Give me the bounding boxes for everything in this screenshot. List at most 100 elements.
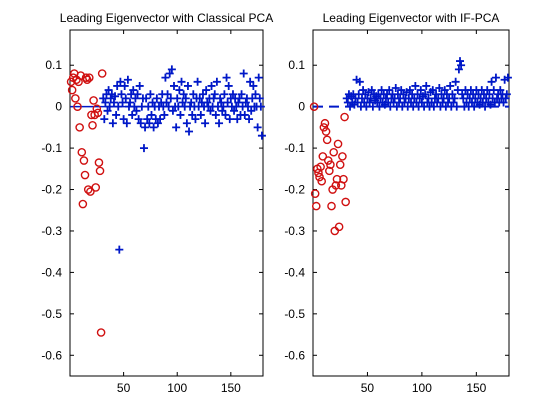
plot-area bbox=[69, 29, 264, 377]
data-point-circle bbox=[89, 96, 98, 105]
data-point-plus bbox=[224, 81, 233, 90]
data-point-circle bbox=[77, 147, 87, 157]
data-point-plus bbox=[168, 106, 177, 115]
data-point-plus bbox=[116, 77, 125, 86]
data-point-circle bbox=[341, 197, 350, 207]
data-point-plus bbox=[118, 98, 127, 107]
data-point-circle bbox=[320, 118, 330, 128]
data-point-circle bbox=[311, 201, 321, 211]
data-point-circle bbox=[67, 85, 77, 95]
data-point-circle bbox=[97, 69, 107, 78]
data-point-plus bbox=[195, 94, 204, 103]
data-point-circle bbox=[86, 187, 95, 196]
x-tick-label: 150 bbox=[221, 381, 241, 395]
data-point-circle bbox=[315, 172, 324, 182]
chart-panel-2: Leading Eigenvector with IF-PCA 0.1 0 -0.1 -… bbox=[284, 11, 512, 395]
data-point-circle bbox=[76, 71, 86, 80]
data-point-plus bbox=[342, 94, 351, 103]
data-point-plus bbox=[215, 119, 224, 128]
data-point-plus bbox=[207, 81, 216, 90]
data-point-circle bbox=[83, 185, 93, 194]
data-point-plus bbox=[99, 94, 108, 103]
data-point-plus bbox=[183, 81, 192, 90]
data-point-plus bbox=[148, 98, 157, 107]
series-plus bbox=[342, 57, 512, 111]
data-point-circle bbox=[82, 75, 92, 85]
data-point-plus bbox=[145, 119, 154, 128]
data-point-plus bbox=[428, 86, 437, 95]
data-point-plus bbox=[435, 84, 444, 93]
data-point-plus bbox=[223, 98, 232, 107]
data-point-plus bbox=[113, 81, 122, 90]
data-point-plus bbox=[161, 73, 170, 82]
data-point-plus bbox=[149, 123, 158, 132]
data-point-plus bbox=[247, 106, 256, 115]
data-point-plus bbox=[450, 94, 459, 103]
data-point-plus bbox=[367, 86, 376, 95]
data-point-plus bbox=[237, 90, 246, 99]
data-point-circle bbox=[316, 162, 325, 172]
data-point-plus bbox=[253, 123, 262, 132]
data-point-plus bbox=[178, 98, 187, 107]
data-point-circle bbox=[340, 112, 349, 122]
data-point-plus bbox=[411, 81, 420, 90]
data-point-circle bbox=[88, 121, 97, 130]
data-point-circle bbox=[323, 156, 333, 165]
data-point-circle bbox=[334, 222, 344, 232]
data-point-plus bbox=[451, 77, 460, 86]
data-point-plus bbox=[139, 144, 148, 153]
data-point-plus bbox=[397, 86, 406, 95]
data-point-plus bbox=[452, 102, 461, 111]
data-point-plus bbox=[255, 94, 264, 103]
x-tick-label: 150 bbox=[466, 381, 486, 395]
y-tick-label: 0 bbox=[298, 100, 305, 114]
data-point-plus bbox=[421, 90, 430, 99]
data-point-plus bbox=[233, 115, 242, 124]
data-point-plus bbox=[487, 77, 496, 86]
data-point-plus bbox=[147, 110, 156, 119]
data-point-plus bbox=[440, 86, 449, 95]
data-point-plus bbox=[191, 115, 200, 124]
data-point-plus bbox=[103, 106, 112, 115]
data-point-plus bbox=[128, 110, 137, 119]
data-point-plus bbox=[216, 94, 225, 103]
data-point-plus bbox=[129, 86, 138, 95]
data-point-plus bbox=[346, 102, 355, 111]
x-tick-label: 50 bbox=[117, 381, 131, 395]
data-point-plus bbox=[206, 106, 215, 115]
data-point-plus bbox=[131, 94, 140, 103]
data-point-plus bbox=[391, 84, 400, 93]
data-point-plus bbox=[499, 98, 508, 107]
data-point-plus bbox=[249, 81, 258, 90]
series-plus bbox=[99, 65, 266, 254]
data-point-circle bbox=[327, 201, 336, 211]
data-point-circle bbox=[309, 102, 319, 111]
x-tick-label: 100 bbox=[412, 381, 432, 395]
y-tick-label: 0.1 bbox=[45, 58, 62, 72]
data-point-plus bbox=[135, 81, 144, 90]
data-point-plus bbox=[170, 81, 179, 90]
data-point-plus bbox=[133, 90, 142, 99]
data-point-circle bbox=[338, 152, 347, 161]
data-point-plus bbox=[162, 98, 171, 107]
data-point-plus bbox=[245, 115, 254, 124]
data-point-plus bbox=[413, 90, 422, 99]
data-point-plus bbox=[202, 86, 211, 95]
x-tick-label: 100 bbox=[167, 381, 187, 395]
data-point-plus bbox=[198, 90, 207, 99]
data-point-plus bbox=[228, 90, 237, 99]
data-point-circle bbox=[339, 174, 348, 184]
data-point-circle bbox=[94, 158, 104, 167]
data-point-plus bbox=[365, 98, 374, 107]
data-point-plus bbox=[234, 98, 243, 107]
y-tick-label: -0.1 bbox=[284, 141, 305, 155]
data-point-plus bbox=[501, 94, 510, 103]
data-point-circle bbox=[92, 104, 102, 114]
data-point-plus bbox=[119, 115, 128, 124]
data-point-plus bbox=[109, 98, 118, 107]
data-point-circle bbox=[85, 73, 94, 82]
data-point-plus bbox=[355, 77, 364, 86]
chart-title: Leading Eigenvector with IF-PCA bbox=[323, 11, 500, 25]
y-tick-label: -0.6 bbox=[284, 348, 305, 362]
data-point-plus bbox=[239, 69, 248, 78]
